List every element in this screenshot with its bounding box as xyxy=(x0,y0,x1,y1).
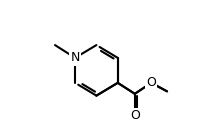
Text: N: N xyxy=(70,51,80,64)
Text: O: O xyxy=(130,109,140,122)
Text: O: O xyxy=(146,76,156,89)
